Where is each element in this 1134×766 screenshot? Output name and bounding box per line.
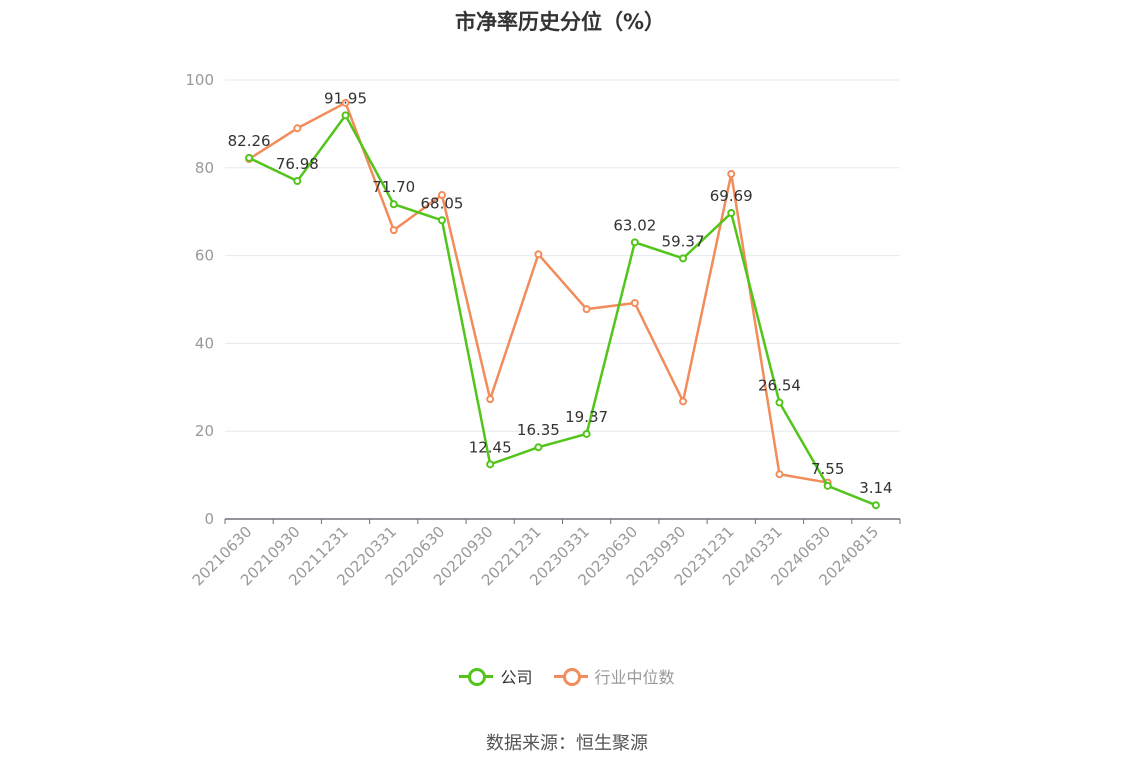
- data-point-company: [341, 111, 350, 120]
- data-point-company: [534, 443, 543, 452]
- y-tick-label: 0: [204, 510, 214, 528]
- data-point-company: [823, 481, 832, 490]
- data-point-industry: [630, 299, 639, 308]
- data-label-company: 7.55: [811, 460, 844, 478]
- data-label-company: 12.45: [469, 438, 512, 456]
- data-point-industry: [679, 397, 688, 406]
- axis-layer: 0204060801002021063020210930202112312022…: [185, 71, 901, 589]
- chart-title: 市净率历史分位（%）: [454, 10, 666, 34]
- data-point-company: [775, 398, 784, 407]
- data-point-company: [679, 254, 688, 263]
- legend-company-swatch-icon: [459, 667, 494, 686]
- data-point-company: [245, 153, 254, 162]
- data-point-company: [630, 238, 639, 247]
- data-point-company: [486, 460, 495, 469]
- y-tick-label: 100: [185, 71, 214, 89]
- data-point-company: [437, 216, 446, 225]
- data-label-company: 16.35: [517, 421, 560, 439]
- y-tick-label: 20: [195, 422, 214, 440]
- data-point-company: [293, 177, 302, 186]
- legend: 公司 行业中位数: [0, 664, 1134, 689]
- data-label-company: 19.37: [565, 408, 608, 426]
- data-label-company: 71.70: [372, 178, 415, 196]
- legend-industry-label: 行业中位数: [594, 668, 675, 687]
- data-point-industry: [486, 395, 495, 404]
- data-label-company: 69.69: [710, 187, 753, 205]
- data-label-company: 82.26: [228, 132, 271, 150]
- legend-item-company[interactable]: 公司: [459, 664, 532, 688]
- data-point-industry: [775, 470, 784, 479]
- y-tick-label: 40: [195, 334, 214, 352]
- data-label-company: 59.37: [662, 232, 705, 250]
- data-point-industry: [389, 226, 398, 235]
- data-point-industry: [727, 169, 736, 178]
- data-point-industry: [341, 98, 350, 107]
- y-tick-label: 60: [195, 247, 214, 265]
- data-label-company: 63.02: [613, 216, 656, 234]
- source-note: 数据来源：恒生聚源: [486, 733, 648, 754]
- data-point-industry: [437, 191, 446, 200]
- data-label-company: 76.98: [276, 155, 319, 173]
- data-label-company: 91.95: [324, 89, 367, 107]
- legend-item-industry[interactable]: 行业中位数: [553, 664, 675, 688]
- data-label-layer: 82.26 76.98 91.95 71.70 68.05 12.45 16.35 19.37…: [228, 89, 893, 497]
- data-point-company: [727, 209, 736, 218]
- data-point-industry: [582, 305, 591, 314]
- data-point-company: [389, 200, 398, 209]
- y-tick-label: 80: [195, 159, 214, 177]
- data-label-company: 26.54: [758, 376, 801, 394]
- data-point-company: [871, 501, 880, 510]
- data-label-company: 3.14: [859, 479, 892, 497]
- series-layer: [245, 98, 880, 510]
- legend-industry-swatch-icon: [553, 667, 588, 686]
- data-label-company: 68.05: [420, 194, 463, 212]
- data-point-industry: [293, 124, 302, 133]
- series-line-company: [248, 114, 877, 507]
- data-point-industry: [534, 250, 543, 259]
- legend-company-label: 公司: [500, 668, 533, 687]
- data-point-company: [582, 429, 591, 438]
- grid-layer: [225, 79, 900, 432]
